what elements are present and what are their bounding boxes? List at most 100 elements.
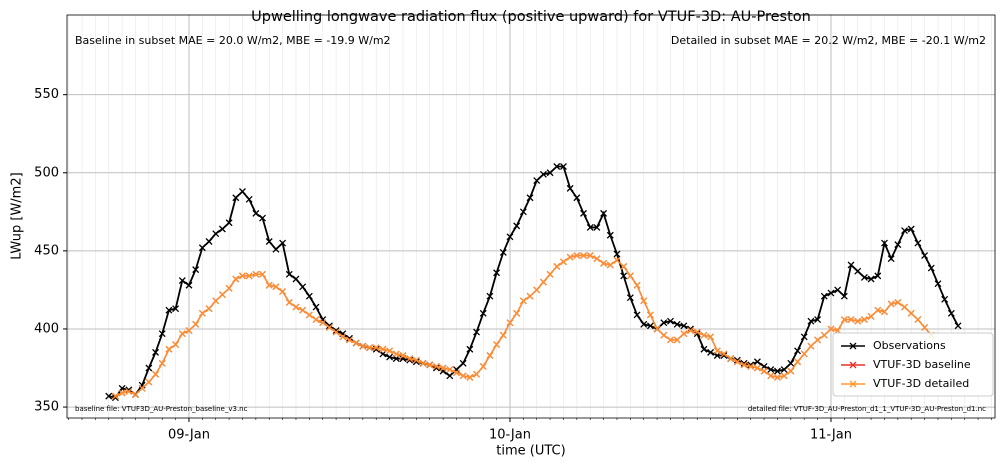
plot-frame bbox=[66, 14, 996, 419]
data-point bbox=[412, 356, 420, 364]
data-point bbox=[767, 366, 775, 374]
data-point bbox=[439, 364, 447, 372]
data-point bbox=[787, 359, 795, 367]
data-point bbox=[834, 286, 842, 294]
data-point bbox=[901, 303, 908, 311]
data-point bbox=[239, 272, 246, 280]
y-tick-label: 450 bbox=[34, 243, 59, 258]
data-point bbox=[366, 344, 373, 352]
data-point bbox=[566, 184, 574, 192]
data-point bbox=[820, 292, 828, 300]
data-point bbox=[827, 325, 835, 333]
legend-marker bbox=[849, 361, 857, 369]
data-point bbox=[392, 350, 400, 358]
data-point bbox=[673, 336, 681, 344]
data-point bbox=[653, 325, 661, 333]
data-point bbox=[673, 320, 681, 328]
data-point bbox=[640, 297, 648, 305]
data-point bbox=[774, 367, 781, 375]
data-point bbox=[399, 352, 407, 359]
data-point bbox=[379, 345, 387, 353]
y-axis-label: LWup [W/m2] bbox=[10, 172, 25, 259]
data-point bbox=[727, 355, 735, 363]
data-point bbox=[305, 311, 313, 319]
data-point bbox=[245, 272, 253, 280]
data-point bbox=[486, 292, 494, 300]
data-point bbox=[252, 209, 260, 217]
data-point bbox=[325, 323, 333, 331]
data-point bbox=[881, 308, 888, 316]
data-point bbox=[539, 170, 547, 178]
data-point bbox=[660, 319, 668, 327]
data-point bbox=[272, 283, 280, 291]
data-point bbox=[145, 378, 153, 386]
data-point bbox=[459, 372, 467, 380]
data-point bbox=[178, 330, 186, 338]
data-point bbox=[466, 345, 474, 353]
x-tick-label: 10-Jan bbox=[489, 428, 531, 443]
annotation: baseline file: VTUF3D_AU-Preston_baselin… bbox=[75, 405, 248, 413]
data-point bbox=[887, 300, 895, 308]
data-point bbox=[867, 313, 875, 320]
data-point bbox=[707, 333, 715, 341]
data-point bbox=[874, 306, 882, 314]
data-point bbox=[640, 320, 648, 328]
data-point bbox=[252, 270, 260, 278]
data-point bbox=[372, 344, 380, 352]
data-point bbox=[580, 209, 587, 217]
data-point bbox=[646, 311, 654, 319]
data-point bbox=[753, 358, 761, 366]
data-point bbox=[245, 195, 253, 203]
data-point bbox=[432, 362, 440, 370]
data-point bbox=[840, 292, 848, 300]
data-point bbox=[600, 209, 608, 217]
data-point bbox=[158, 359, 166, 367]
data-point bbox=[285, 298, 293, 306]
data-point bbox=[780, 372, 788, 380]
data-point bbox=[914, 239, 922, 247]
data-point bbox=[566, 253, 574, 261]
data-point bbox=[406, 355, 414, 363]
data-point bbox=[626, 272, 634, 280]
data-point bbox=[332, 327, 340, 334]
data-point bbox=[660, 331, 668, 339]
data-point bbox=[626, 294, 634, 302]
data-point bbox=[493, 269, 501, 277]
data-point bbox=[546, 270, 554, 278]
data-point bbox=[794, 358, 801, 366]
data-point bbox=[386, 353, 394, 361]
data-point bbox=[279, 239, 287, 247]
data-point bbox=[319, 319, 327, 327]
data-point bbox=[941, 295, 949, 303]
data-point bbox=[827, 289, 835, 297]
data-point bbox=[800, 333, 808, 341]
data-point bbox=[573, 252, 581, 260]
legend-marker bbox=[849, 342, 857, 350]
data-point bbox=[573, 194, 581, 202]
data-point bbox=[633, 311, 641, 319]
legend-box bbox=[832, 332, 994, 397]
data-point bbox=[218, 225, 226, 233]
data-point bbox=[767, 372, 775, 380]
data-point bbox=[606, 261, 614, 269]
data-point bbox=[907, 309, 915, 317]
data-point bbox=[580, 252, 587, 260]
data-point bbox=[921, 252, 929, 260]
y-tick-label: 350 bbox=[34, 400, 59, 415]
data-point bbox=[218, 291, 226, 299]
data-point bbox=[633, 281, 641, 289]
data-point bbox=[586, 252, 594, 260]
data-point bbox=[526, 194, 534, 202]
data-point bbox=[111, 392, 119, 400]
data-point bbox=[292, 303, 300, 311]
data-point bbox=[145, 364, 153, 372]
data-point bbox=[118, 389, 126, 397]
data-point bbox=[212, 297, 220, 305]
data-point bbox=[680, 322, 688, 330]
data-point bbox=[814, 316, 822, 324]
data-point bbox=[192, 266, 200, 274]
x-tick-label: 09-Jan bbox=[168, 428, 210, 443]
data-point bbox=[332, 328, 340, 336]
data-point bbox=[680, 330, 688, 338]
